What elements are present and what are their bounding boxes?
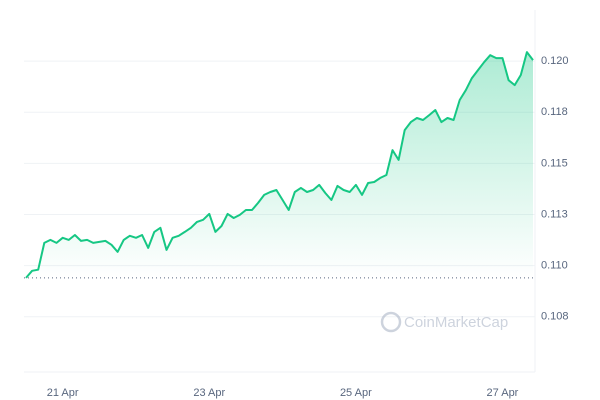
- x-tick-label: 25 Apr: [340, 387, 372, 399]
- watermark: CoinMarketCap: [380, 311, 508, 333]
- y-tick-label: 0.115: [541, 157, 568, 169]
- y-tick-label: 0.118: [541, 106, 568, 118]
- y-tick-label: 0.108: [541, 311, 569, 323]
- x-tick-label: 27 Apr: [487, 387, 519, 399]
- logo: [380, 311, 402, 333]
- y-tick-label: 0.113: [541, 208, 568, 220]
- watermark-text: CoinMarketCap: [404, 314, 508, 331]
- area: [26, 52, 533, 278]
- y-tick-label: 0.110: [541, 260, 568, 272]
- price-line: [25, 51, 534, 279]
- y-tick-label: 0.120: [541, 55, 569, 67]
- x-tick-label: 21 Apr: [47, 387, 79, 399]
- x-tick-label: 23 Apr: [193, 387, 225, 399]
